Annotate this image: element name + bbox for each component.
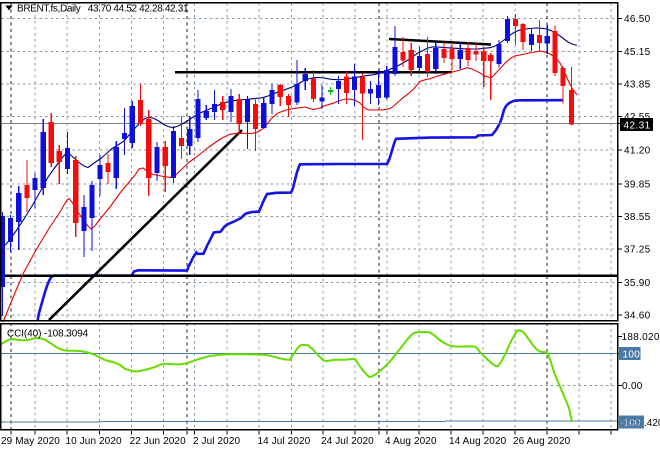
svg-text:42.31: 42.31 (624, 120, 651, 131)
svg-text:0.00: 0.00 (622, 381, 643, 392)
svg-text:41.20: 41.20 (624, 146, 651, 157)
svg-text:42.55: 42.55 (624, 112, 651, 123)
svg-text:34.60: 34.60 (624, 310, 651, 321)
svg-text:100: 100 (623, 349, 641, 360)
svg-text:-100: -100 (621, 418, 641, 429)
svg-text:37.25: 37.25 (624, 245, 651, 256)
svg-text:29 May 2020: 29 May 2020 (1, 436, 60, 447)
svg-text:22 Jun 2020: 22 Jun 2020 (130, 436, 186, 447)
svg-text:-155: -155 (621, 418, 641, 429)
svg-text:2 Jul 2020: 2 Jul 2020 (193, 436, 240, 447)
svg-text:39.85: 39.85 (624, 180, 651, 191)
svg-text:4 Aug 2020: 4 Aug 2020 (385, 436, 437, 447)
svg-text:38.55: 38.55 (624, 212, 651, 223)
svg-text:10 Jun 2020: 10 Jun 2020 (66, 436, 122, 447)
svg-text:24 Jul 2020: 24 Jul 2020 (321, 436, 374, 447)
svg-text:.420: .420 (644, 418, 660, 429)
svg-text:45.15: 45.15 (624, 47, 651, 58)
svg-text:CCI(40) -108.3094: CCI(40) -108.3094 (7, 328, 89, 339)
svg-text:14 Jul 2020: 14 Jul 2020 (258, 436, 311, 447)
svg-text:14 Aug 2020: 14 Aug 2020 (449, 436, 507, 447)
svg-text:43.85: 43.85 (624, 80, 651, 91)
svg-text:35.90: 35.90 (624, 278, 651, 289)
svg-text:46.50: 46.50 (624, 14, 651, 25)
svg-text:26 Aug 2020: 26 Aug 2020 (513, 436, 571, 447)
svg-text:188.0208: 188.0208 (622, 332, 660, 343)
svg-text:BRENT.fs,Daily 43.70 44.52 4: BRENT.fs,Daily 43.70 44.52 42.28 42.31 (17, 4, 189, 15)
